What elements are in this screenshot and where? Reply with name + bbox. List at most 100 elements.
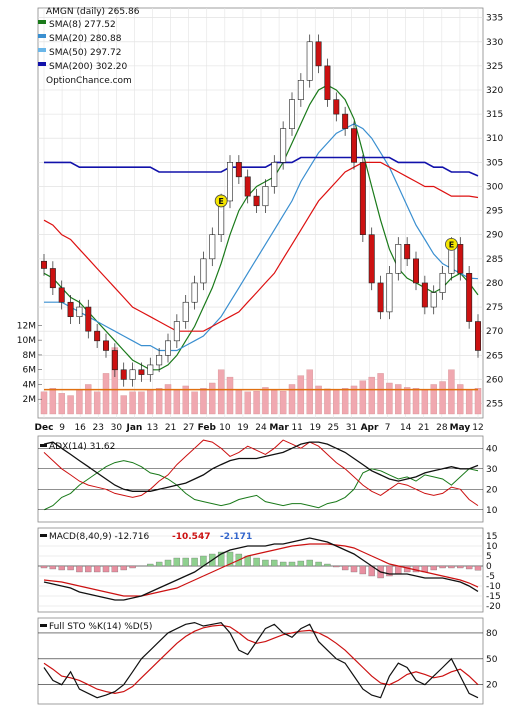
candle-body (280, 128, 287, 163)
volume-bar (421, 389, 429, 415)
candle-body (342, 113, 349, 129)
candle-body (147, 364, 154, 375)
volume-bar (377, 373, 384, 415)
macd-histogram-bar (297, 560, 305, 567)
volume-bar (67, 395, 74, 415)
volume-bars (40, 347, 482, 415)
volume-bar (93, 391, 101, 415)
candle-body (395, 244, 402, 274)
price-tick-label: 320 (486, 86, 503, 96)
candle-body (200, 258, 207, 284)
macd-tick-label: 0 (486, 562, 492, 572)
price-tick-label: 315 (486, 110, 503, 120)
volume-bar (368, 376, 375, 415)
candle-body (413, 258, 419, 284)
macd-histogram-bar (67, 565, 74, 571)
candle-body (182, 301, 189, 322)
price-tick-label: 260 (486, 375, 503, 385)
macd-histogram-bar (253, 557, 260, 567)
macd-tick-label: 5 (486, 552, 492, 562)
adx-swatch (40, 444, 47, 447)
candle-body (41, 260, 47, 269)
volume-tick-label: 12M (17, 321, 36, 331)
volume-bar (102, 373, 110, 415)
date-tick-label: 19 (310, 423, 322, 433)
macd-histogram-bar (439, 565, 446, 569)
volume-bar (395, 384, 402, 415)
volume-bar (279, 390, 287, 415)
macd-histogram-bar (474, 565, 482, 571)
volume-bar (49, 388, 57, 415)
legend-swatch-sma20 (38, 34, 46, 38)
volume-bar (271, 390, 278, 415)
price-tick-label: 290 (486, 231, 503, 241)
date-tick-label: Mar (269, 423, 289, 433)
candle-body (191, 282, 198, 303)
macd-histogram-bar (333, 565, 340, 568)
volume-bar (200, 388, 207, 415)
sma200-line (44, 156, 479, 177)
candle-body (377, 282, 384, 313)
macd-tick-label: -5 (486, 572, 495, 582)
macd-histogram-bar (395, 565, 402, 575)
candle-body (297, 80, 304, 100)
price-tick-label: 275 (486, 303, 503, 313)
candle-body (404, 244, 411, 260)
macd-histogram-bar (120, 565, 127, 571)
di-plus-line (43, 460, 479, 511)
date-tick-label: 19 (237, 423, 249, 433)
macd-histogram-bar (288, 561, 296, 567)
macd-histogram-bar (262, 559, 269, 567)
earnings-marker (445, 237, 458, 251)
volume-bar (386, 382, 393, 415)
macd-histogram-bar (191, 557, 198, 567)
date-tick-label: 11 (291, 423, 302, 433)
candle-body (368, 234, 375, 284)
date-tick-label: Feb (198, 423, 217, 433)
volume-bar (244, 391, 251, 415)
earnings-markers: EE (214, 194, 458, 251)
adx-line (43, 441, 479, 492)
macd-histogram-bar (465, 565, 473, 570)
adx-legend: ADX(14) 31.62 (40, 442, 115, 452)
macd-line (43, 537, 479, 601)
volume-bar (341, 388, 349, 415)
di-minus-line (43, 439, 479, 507)
volume-tick-label: 4M (23, 380, 37, 390)
sto-tick-label: 80 (486, 629, 498, 639)
sma20-line (44, 123, 479, 352)
candle-body (386, 272, 393, 313)
macd-histogram-bar (271, 559, 278, 567)
earnings-marker (214, 194, 228, 208)
candle-body (49, 268, 56, 289)
macd-histogram-bar (279, 561, 287, 567)
candle-body (85, 306, 92, 332)
volume-bar (315, 385, 322, 415)
macd-title: MACD(8,40,9) -12.716 (49, 532, 150, 542)
volume-bar (85, 384, 92, 415)
sto-tick-label: 20 (486, 681, 498, 691)
indicator-lines (40, 439, 482, 699)
date-tick-label: 30 (111, 423, 123, 433)
date-tick-label: 7 (385, 423, 391, 433)
volume-bar (76, 390, 83, 415)
macd-tick-label: -10 (486, 582, 501, 592)
candle-body (111, 350, 118, 371)
candle-body (209, 234, 216, 260)
sto-legend: Full STO %K(14) %D(5) (40, 622, 152, 632)
date-tick-label: 24 (255, 423, 267, 433)
candle-body (315, 41, 322, 67)
macd-histogram-bar (173, 557, 181, 567)
volume-bar (209, 382, 216, 415)
moving-average-lines (43, 84, 479, 371)
macd-histogram-bar (324, 563, 331, 567)
adx-title: ADX(14) 31.62 (49, 442, 115, 452)
macd-tick-label: 15 (486, 532, 497, 542)
candle-body (138, 369, 145, 375)
adx-tick-label: 10 (486, 506, 498, 516)
volume-bar (217, 369, 225, 415)
volume-bar (147, 389, 154, 415)
price-tick-label: 255 (486, 400, 503, 410)
macd-histogram-bar (49, 565, 57, 570)
